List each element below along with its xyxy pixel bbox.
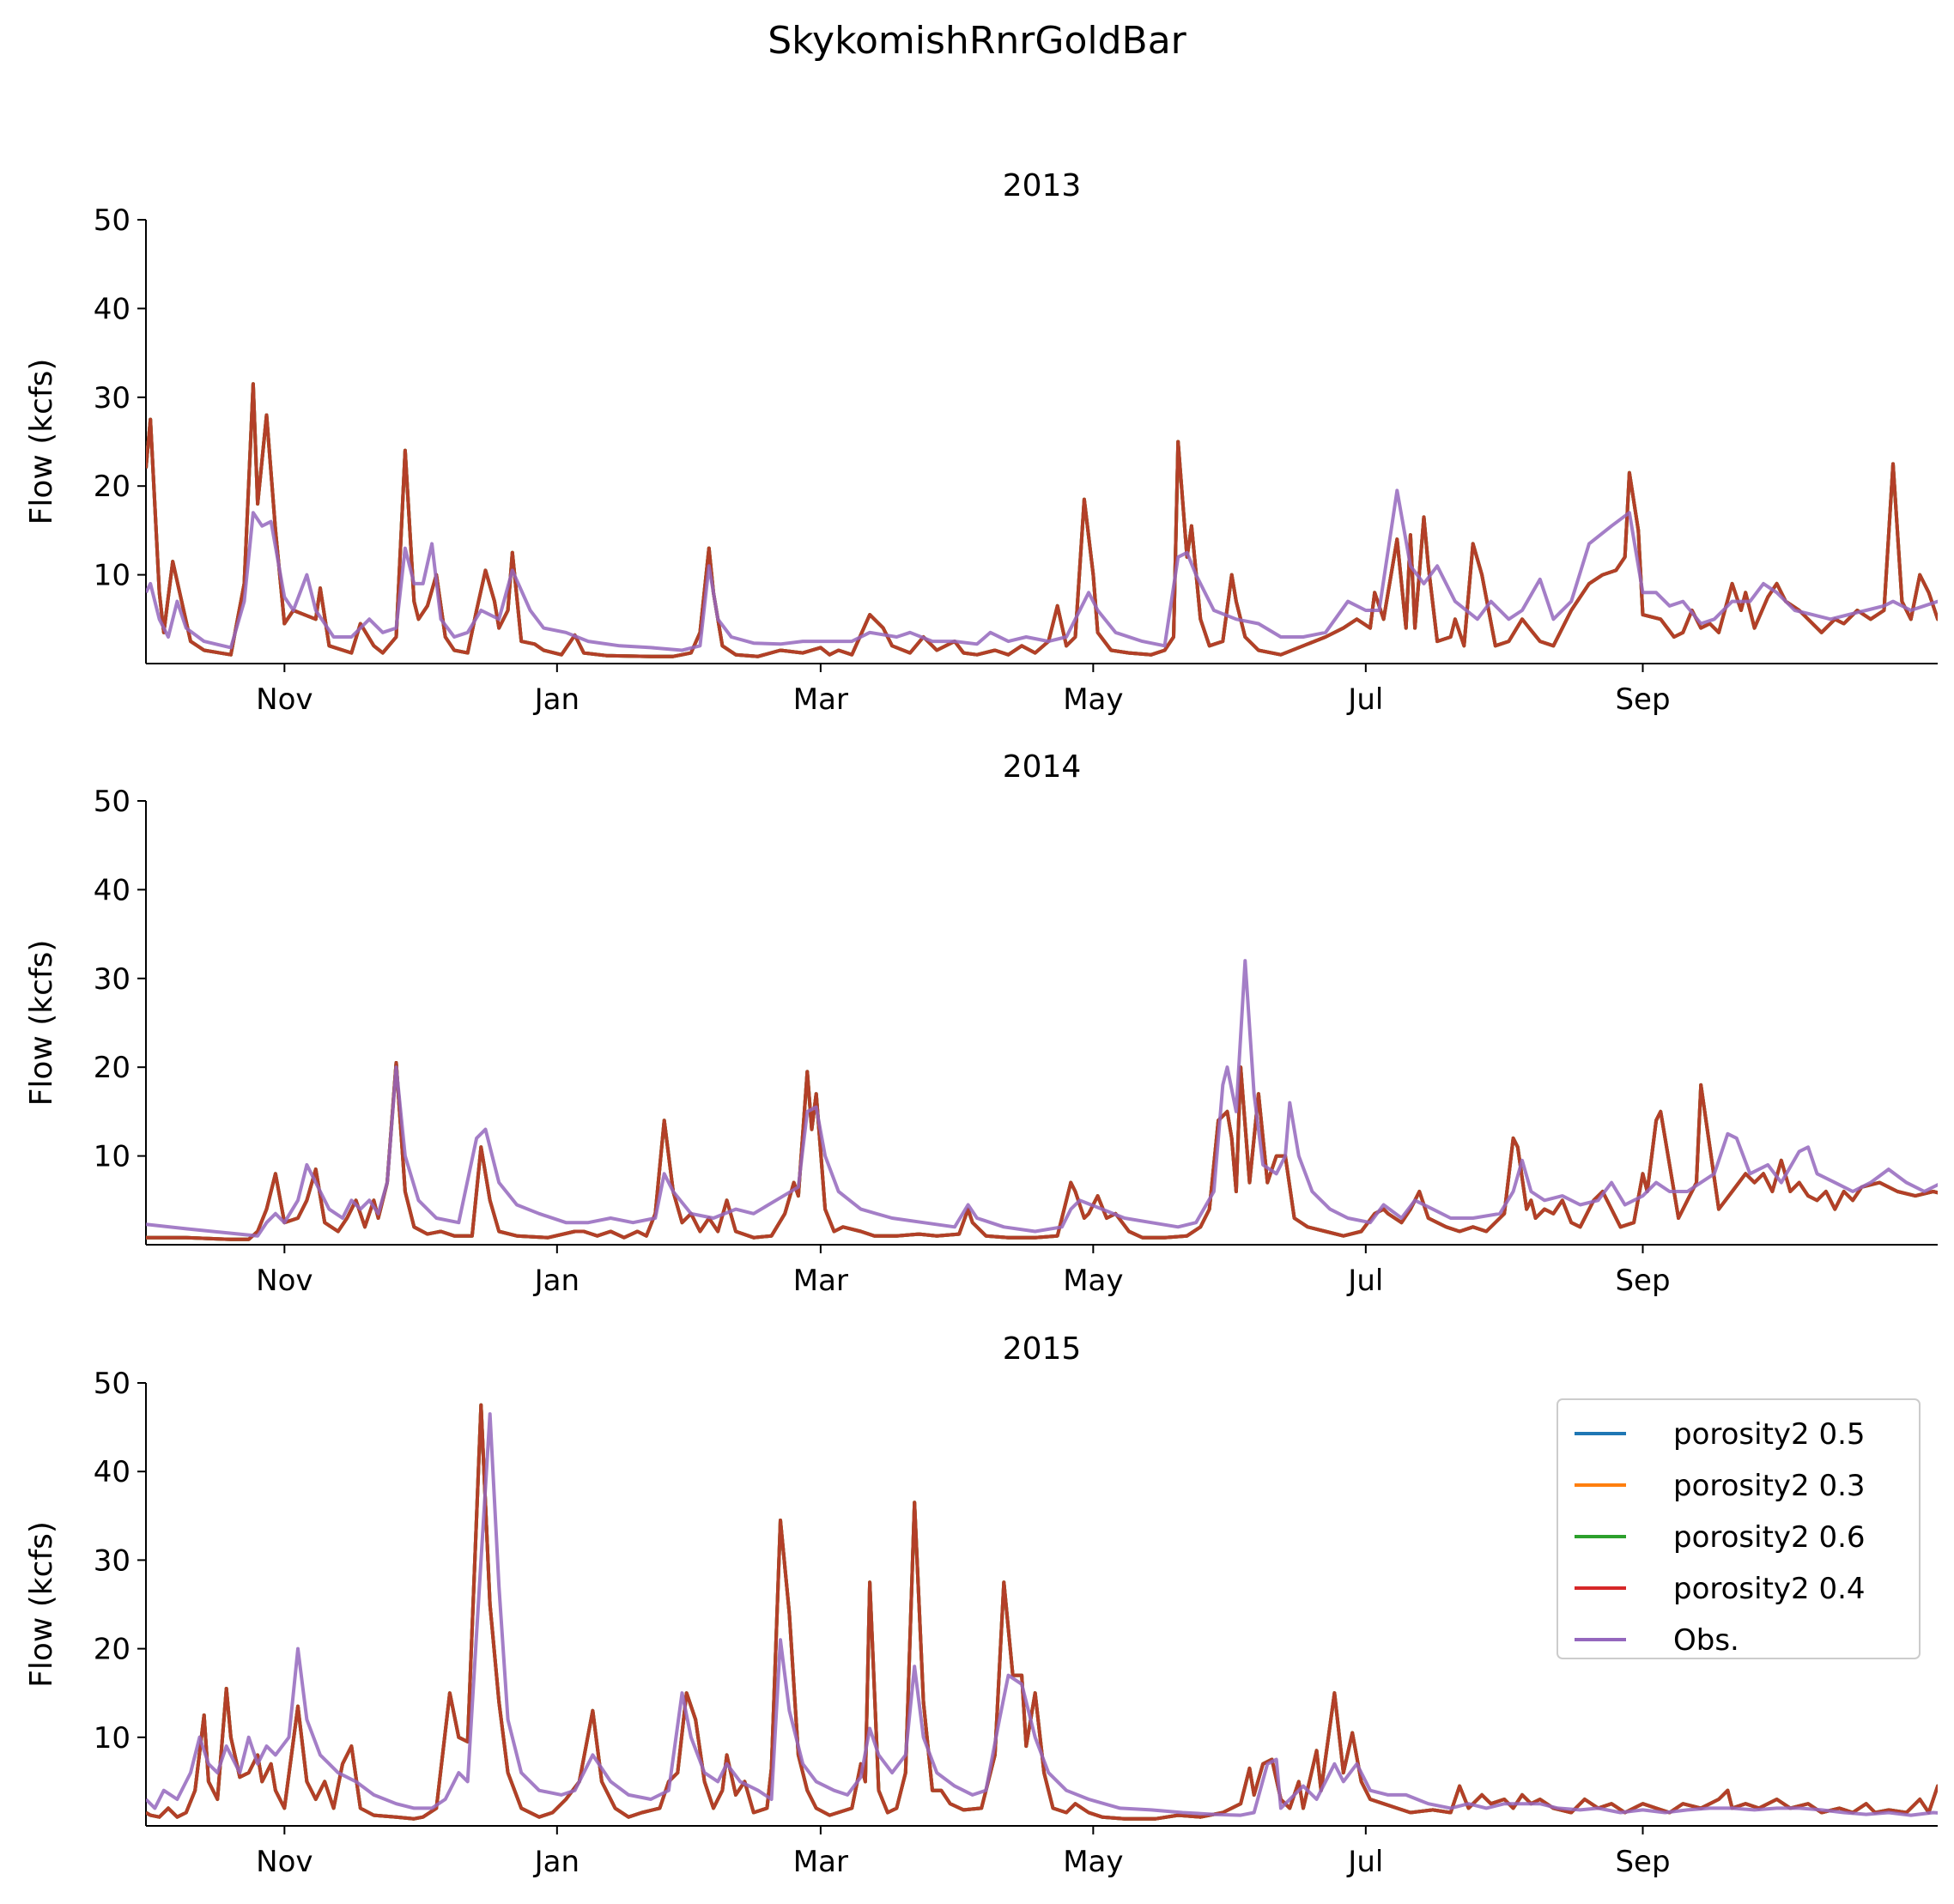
figure-title: SkykomishRnrGoldBar	[768, 19, 1186, 63]
y-tick-label: 30	[94, 962, 130, 997]
series-line-porosity2-0_6	[146, 1061, 1938, 1241]
y-tick-label: 20	[94, 470, 130, 504]
y-tick-label: 30	[94, 381, 130, 415]
x-tick-label: Sep	[1615, 682, 1670, 717]
y-tick-label: 40	[94, 292, 130, 326]
series-line-obs	[146, 959, 1938, 1238]
y-tick-label: 10	[94, 1140, 130, 1174]
x-tick-label: Jan	[533, 1264, 580, 1298]
y-axis-label: Flow (kcfs)	[24, 940, 59, 1107]
series-line-porosity2-0_4	[146, 1403, 1938, 1821]
x-tick-label: Jan	[533, 1845, 580, 1879]
legend: porosity2 0.5 porosity2 0.3 porosity2 0.6 p…	[1557, 1398, 1921, 1659]
series-line-porosity2-0_5	[146, 1061, 1938, 1241]
panel-2014: 2014 Flow (kcfs) 10 20 30 40 50 Nov Jan Mar May Jul…	[24, 749, 1938, 1298]
x-tick-label: Jan	[533, 682, 580, 717]
y-tick-label: 20	[94, 1051, 130, 1085]
x-tick-label: Nov	[256, 682, 313, 717]
y-tick-label: 40	[94, 873, 130, 907]
x-tick-label: Jul	[1346, 682, 1383, 717]
legend-box	[1557, 1398, 1921, 1659]
panel-2013: 2013 Flow (kcfs) 10 20 30 40 50 Nov Jan Mar May Jul…	[24, 168, 1938, 717]
panel-title: 2015	[1003, 1331, 1082, 1367]
y-tick-label: 10	[94, 559, 130, 593]
x-tick-label: Jul	[1346, 1845, 1383, 1879]
legend-label: Obs.	[1673, 1623, 1739, 1658]
x-tick-label: Mar	[793, 1264, 848, 1298]
y-tick-label: 40	[94, 1455, 130, 1489]
y-tick-label: 50	[94, 1367, 130, 1401]
series-line-porosity2-0_4	[146, 382, 1938, 658]
x-tick-label: Sep	[1615, 1264, 1670, 1298]
y-tick-label: 30	[94, 1543, 130, 1578]
series-line-porosity2-0_3	[146, 1061, 1938, 1241]
y-tick-label: 10	[94, 1721, 130, 1755]
x-tick-label: Jul	[1346, 1264, 1383, 1298]
panel-2015: 2015 Flow (kcfs) 10 20 30 40 50 Nov Jan Mar May Jul…	[24, 1331, 1938, 1879]
x-tick-label: May	[1063, 1264, 1123, 1298]
series-line-obs	[146, 1412, 1938, 1817]
panel-title: 2014	[1003, 749, 1082, 785]
x-tick-label: Mar	[793, 682, 848, 717]
legend-label: porosity2 0.4	[1673, 1572, 1866, 1606]
y-tick-label: 50	[94, 785, 130, 819]
series-line-obs	[146, 488, 1938, 652]
legend-label: porosity2 0.6	[1673, 1520, 1866, 1555]
x-tick-label: Nov	[256, 1845, 313, 1879]
x-tick-label: May	[1063, 1845, 1123, 1879]
legend-label: porosity2 0.3	[1673, 1469, 1866, 1503]
x-tick-label: Mar	[793, 1845, 848, 1879]
x-tick-label: May	[1063, 682, 1123, 717]
y-tick-label: 20	[94, 1633, 130, 1667]
legend-label: porosity2 0.5	[1673, 1417, 1866, 1452]
series-line-porosity2-0_4	[146, 1061, 1938, 1241]
x-tick-label: Sep	[1615, 1845, 1670, 1879]
x-tick-label: Nov	[256, 1264, 313, 1298]
y-axis-label: Flow (kcfs)	[24, 359, 59, 525]
panel-title: 2013	[1003, 168, 1082, 203]
y-tick-label: 50	[94, 203, 130, 238]
y-axis-label: Flow (kcfs)	[24, 1521, 59, 1688]
